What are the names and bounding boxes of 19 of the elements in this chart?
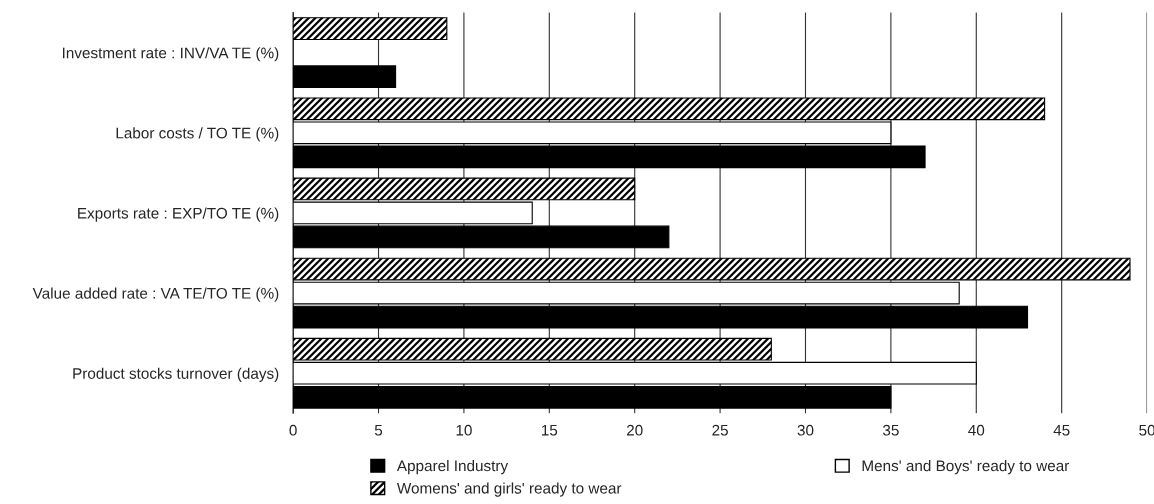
legend-label: Apparel Industry	[396, 460, 509, 475]
x-tick-label: 25	[712, 424, 728, 436]
y-tick-label: Product stocks turnover (days)	[73, 367, 279, 382]
y-tick-label: Value added rate : VA TE/TO TE (%)	[32, 287, 279, 302]
x-tick-label: 45	[1053, 424, 1070, 436]
x-tick-label: 40	[968, 424, 985, 436]
y-tick-label: Investment rate : INV/VA TE (%)	[62, 47, 279, 62]
x-tick-label: 0	[289, 424, 297, 436]
y-tick-label: Exports rate : EXP/TO TE (%)	[78, 207, 279, 222]
x-tick-label: 35	[882, 424, 899, 436]
legend-label: Womens' and girls' ready to wear	[396, 482, 622, 497]
y-tick-label: Labor costs / TO TE (%)	[116, 127, 279, 142]
x-tick-label: 10	[456, 424, 472, 436]
legend-label: Mens' and Boys' ready to wear	[862, 460, 1070, 475]
x-tick-label: 5	[374, 424, 383, 436]
x-tick-label: 30	[797, 424, 814, 436]
x-tick-label: 20	[626, 424, 643, 436]
x-tick-label: 50	[1139, 424, 1154, 436]
x-tick-label: 15	[541, 424, 558, 436]
